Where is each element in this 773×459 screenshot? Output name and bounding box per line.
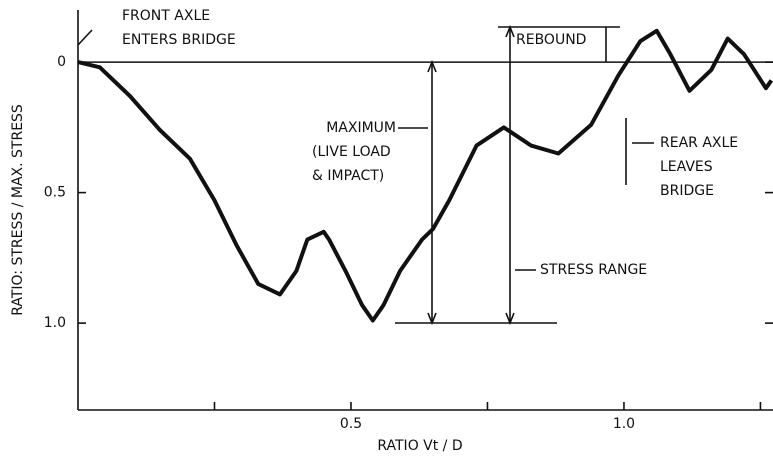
annotation: (LIVE LOAD — [312, 144, 391, 160]
x-tick-label: 0.5 — [340, 416, 362, 432]
annotation: ENTERS BRIDGE — [122, 32, 236, 48]
annotation: REBOUND — [516, 32, 586, 48]
x-axis-label: RATIO Vt / D — [377, 438, 462, 454]
annotation: BRIDGE — [660, 183, 714, 199]
arrow-head — [427, 59, 437, 326]
annotation: LEAVES — [660, 159, 713, 175]
y-axis-label: RATIO: STRESS / MAX. STRESS — [10, 104, 26, 316]
stress-curve — [77, 28, 773, 323]
arrow-head — [505, 24, 515, 326]
x-tick-label: 1.0 — [613, 416, 635, 432]
y-tick-label: 1.0 — [44, 315, 66, 331]
annotation: & IMPACT) — [312, 168, 384, 184]
y-tick-label: 0.5 — [44, 185, 66, 201]
annotation: FRONT AXLE — [122, 8, 210, 24]
annotation: STRESS RANGE — [540, 262, 647, 278]
y-tick-label: 0 — [57, 54, 66, 70]
annotation: REAR AXLE — [660, 135, 738, 151]
front-axle-pointer — [77, 29, 93, 46]
annotation: MAXIMUM — [326, 120, 396, 136]
